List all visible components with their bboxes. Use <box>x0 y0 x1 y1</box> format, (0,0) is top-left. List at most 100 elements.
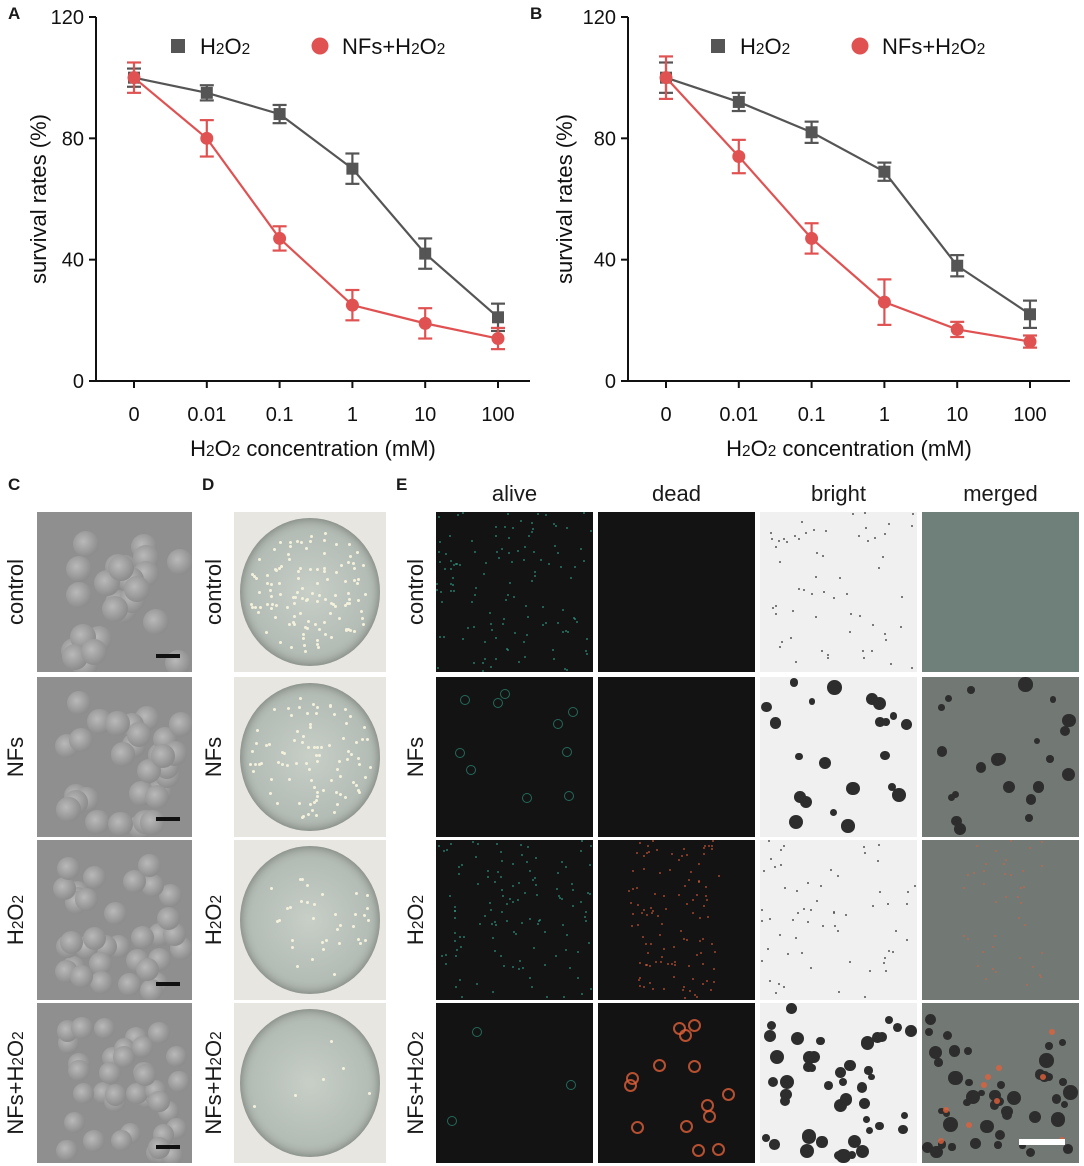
fluorescent-dot <box>529 977 532 980</box>
bacteria-speck <box>768 980 771 983</box>
bacteria-speck <box>885 638 888 641</box>
fluorescent-dot <box>525 860 528 863</box>
row-label-c: H2O2 <box>3 895 29 945</box>
fluorescent-dot <box>645 963 648 966</box>
column-header-bright: bright <box>810 481 867 506</box>
fluorescent-cluster <box>630 1121 644 1135</box>
red-speck <box>992 945 995 948</box>
x-tick-label: 10 <box>946 404 968 426</box>
row-label-part: NFs+H <box>403 1065 428 1135</box>
x-axis-label-part: O <box>215 436 232 461</box>
fluorescent-dot <box>586 653 589 656</box>
brightfield-image <box>760 512 917 672</box>
bacterial-colony <box>265 602 269 606</box>
red-stained-cell <box>995 1065 1002 1072</box>
bacteria-speck <box>839 577 842 580</box>
bacteria-speck <box>914 885 917 888</box>
bacteria-aggregate <box>1026 1147 1036 1158</box>
bacterial-colony <box>312 902 316 906</box>
fluorescent-dot <box>445 962 447 965</box>
row-label-part: 2 <box>208 894 225 904</box>
bacterial-colony <box>364 776 368 780</box>
row-label-part: control <box>3 558 28 626</box>
fluorescent-dot <box>567 630 570 633</box>
bacteria-aggregate <box>1028 1110 1042 1123</box>
fluorescent-dot <box>511 965 514 968</box>
fluorescent-dot <box>450 590 453 593</box>
fluorescent-dot <box>570 577 573 580</box>
bacterial-colony <box>270 777 274 781</box>
fluorescent-dot <box>471 539 474 542</box>
bacteria-speck <box>760 919 763 922</box>
fluorescent-dot <box>438 844 441 847</box>
bacterial-colony <box>291 946 295 950</box>
bacteria-cell <box>85 809 110 835</box>
y-tick-label: 0 <box>73 371 84 393</box>
survival-chart-b: 0 40 80 120 0 0.01 0.1 1 10 100 H2O2 concentration… <box>540 0 1084 470</box>
fluorescent-dot <box>481 669 484 672</box>
bacteria-speck <box>783 985 786 988</box>
petri-dish <box>240 1009 380 1157</box>
fluorescent-dot <box>507 648 510 651</box>
x-axis-label-part: 2 <box>768 443 777 460</box>
red-speck <box>963 886 966 889</box>
data-point <box>418 316 432 330</box>
bacterial-colony <box>285 606 289 610</box>
fluorescent-dot <box>523 558 526 561</box>
bacteria-cell <box>89 951 113 975</box>
fluorescent-dot <box>517 661 520 663</box>
bacterial-colony <box>343 580 347 584</box>
row-label-part: H <box>3 929 28 946</box>
legend-marker <box>711 39 725 53</box>
row-label-part: H <box>403 929 428 946</box>
bacterial-colony <box>314 711 318 715</box>
fluorescent-dot <box>512 526 515 529</box>
fluorescent-dot <box>478 922 481 925</box>
data-point <box>200 86 213 99</box>
fluorescent-dot <box>564 667 567 670</box>
bacteria-speck <box>780 864 783 867</box>
bacterial-colony <box>312 785 316 789</box>
bacteria-speck <box>863 512 866 515</box>
bacteria-aggregate <box>834 1066 846 1078</box>
bacterial-colony <box>258 557 262 561</box>
bacteria-cell <box>166 548 192 575</box>
bacteria-aggregate <box>865 1127 873 1135</box>
x-tick-label: 0 <box>660 404 671 426</box>
red-speck <box>1017 895 1020 898</box>
bacterial-colony <box>337 617 341 621</box>
fluorescent-dot <box>631 887 634 890</box>
fluorescent-dot <box>702 962 705 965</box>
fluorescent-dot <box>456 563 459 566</box>
bacteria-speck <box>778 645 781 648</box>
bacteria-speck <box>906 902 909 905</box>
fluorescent-dot <box>637 979 640 982</box>
bacterial-colony <box>280 751 284 755</box>
panel-label-c: C <box>8 475 21 494</box>
fluorescent-dot <box>717 874 720 877</box>
bacteria-cell <box>83 926 107 950</box>
fluorescent-dot <box>533 946 536 949</box>
fluorescent-dot <box>526 633 529 636</box>
x-axis-label-part: H <box>726 436 742 461</box>
bacterial-colony <box>361 617 365 621</box>
fluorescent-dot <box>692 978 695 981</box>
bacteria-speck <box>830 868 833 871</box>
bacteria-speck <box>793 535 796 537</box>
alive-fluorescence-image <box>436 512 593 672</box>
fluorescent-dot <box>685 902 688 905</box>
dead-fluorescence-image <box>598 512 755 672</box>
bacterial-colony <box>269 792 273 796</box>
bacterial-colony <box>299 696 303 700</box>
bacterial-colony <box>323 539 327 543</box>
fluorescent-dot <box>541 623 544 626</box>
x-tick-label: 1 <box>879 404 890 426</box>
scale-bar <box>156 817 180 821</box>
fluorescent-dot <box>553 522 556 525</box>
fluorescent-dot <box>710 989 713 992</box>
bacterial-colony <box>345 722 349 726</box>
data-point <box>659 71 673 85</box>
x-axis-label-part: 2 <box>742 443 751 460</box>
bacterial-colony <box>356 937 360 941</box>
bacteria-aggregate <box>864 1066 873 1075</box>
